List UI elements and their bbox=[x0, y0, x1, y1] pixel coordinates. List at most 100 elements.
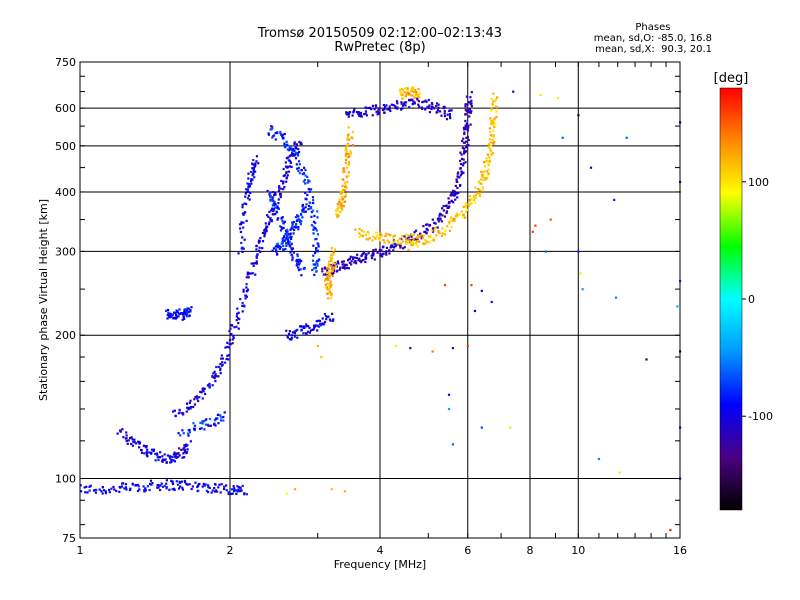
data-point bbox=[241, 212, 245, 215]
data-point bbox=[488, 156, 491, 159]
data-point bbox=[308, 180, 311, 183]
data-point bbox=[286, 148, 289, 151]
data-point bbox=[494, 123, 497, 126]
data-point bbox=[332, 318, 335, 321]
data-point bbox=[285, 157, 288, 160]
data-point bbox=[269, 217, 272, 220]
data-point bbox=[418, 240, 421, 243]
data-point bbox=[182, 452, 185, 455]
data-point bbox=[365, 238, 368, 241]
data-point bbox=[358, 114, 361, 118]
data-point bbox=[451, 443, 455, 446]
data-point bbox=[300, 168, 303, 172]
data-point bbox=[327, 278, 330, 282]
data-point bbox=[225, 489, 228, 492]
data-point bbox=[175, 480, 178, 483]
x-tick-label: 2 bbox=[227, 544, 234, 557]
data-point bbox=[293, 488, 297, 491]
data-point bbox=[414, 229, 418, 232]
data-point bbox=[229, 327, 232, 330]
data-point bbox=[170, 479, 173, 482]
data-point bbox=[384, 234, 387, 238]
data-point bbox=[300, 143, 303, 146]
data-point bbox=[207, 486, 210, 489]
data-point bbox=[477, 180, 480, 183]
data-point bbox=[347, 126, 350, 129]
data-point bbox=[351, 143, 355, 147]
data-point bbox=[181, 313, 185, 316]
data-point bbox=[470, 202, 473, 205]
data-point bbox=[305, 325, 308, 328]
data-point bbox=[388, 105, 391, 108]
data-point bbox=[279, 194, 282, 197]
data-point bbox=[370, 254, 373, 257]
data-point bbox=[321, 317, 324, 320]
data-point bbox=[408, 99, 411, 102]
data-point bbox=[411, 88, 414, 91]
data-point bbox=[199, 421, 202, 424]
data-point bbox=[416, 245, 419, 248]
data-point bbox=[285, 176, 288, 179]
data-point bbox=[207, 424, 210, 427]
data-point bbox=[400, 93, 403, 97]
data-point bbox=[250, 182, 253, 185]
data-point bbox=[454, 198, 457, 201]
data-point bbox=[181, 429, 184, 432]
data-point bbox=[460, 153, 463, 156]
data-point bbox=[367, 106, 370, 110]
data-point bbox=[131, 482, 134, 485]
data-point bbox=[469, 96, 472, 99]
data-point bbox=[388, 108, 391, 111]
data-point bbox=[488, 147, 492, 150]
data-point bbox=[313, 326, 316, 330]
data-point bbox=[168, 488, 171, 491]
data-point bbox=[265, 214, 269, 217]
data-point bbox=[251, 272, 254, 275]
data-point bbox=[456, 213, 459, 217]
data-point bbox=[167, 311, 170, 314]
data-point bbox=[401, 240, 404, 243]
data-point bbox=[223, 487, 226, 491]
data-point bbox=[460, 210, 463, 213]
data-point bbox=[457, 176, 460, 179]
data-point bbox=[344, 263, 347, 266]
data-point bbox=[295, 214, 299, 217]
data-point bbox=[245, 188, 248, 191]
data-point bbox=[462, 164, 465, 167]
data-point bbox=[284, 161, 287, 164]
data-point bbox=[164, 309, 168, 312]
data-point bbox=[352, 256, 355, 259]
data-point bbox=[415, 91, 418, 94]
data-point bbox=[235, 492, 238, 495]
data-point bbox=[317, 243, 320, 246]
y-tick-label: 500 bbox=[55, 140, 76, 153]
data-point bbox=[359, 234, 363, 237]
data-point bbox=[443, 112, 446, 115]
data-point bbox=[272, 204, 276, 207]
data-point bbox=[300, 260, 303, 263]
data-point bbox=[275, 245, 278, 248]
data-point bbox=[301, 205, 304, 208]
data-point bbox=[311, 196, 315, 199]
data-point bbox=[269, 191, 272, 194]
data-point bbox=[244, 192, 247, 195]
data-point bbox=[380, 249, 383, 252]
data-point bbox=[241, 246, 244, 249]
data-point bbox=[267, 215, 270, 218]
data-point bbox=[412, 240, 415, 243]
data-point bbox=[132, 440, 135, 443]
data-point bbox=[448, 113, 452, 116]
data-point bbox=[176, 455, 180, 458]
data-point bbox=[276, 242, 280, 245]
data-point bbox=[405, 92, 408, 96]
data-point bbox=[185, 410, 188, 413]
data-point bbox=[451, 194, 454, 197]
data-point bbox=[274, 212, 277, 216]
data-point bbox=[226, 358, 230, 361]
colorbar-scale bbox=[719, 87, 743, 511]
data-point bbox=[302, 209, 305, 212]
data-point bbox=[473, 309, 477, 313]
data-point bbox=[490, 153, 493, 156]
data-point bbox=[312, 328, 315, 331]
data-point bbox=[295, 163, 298, 166]
